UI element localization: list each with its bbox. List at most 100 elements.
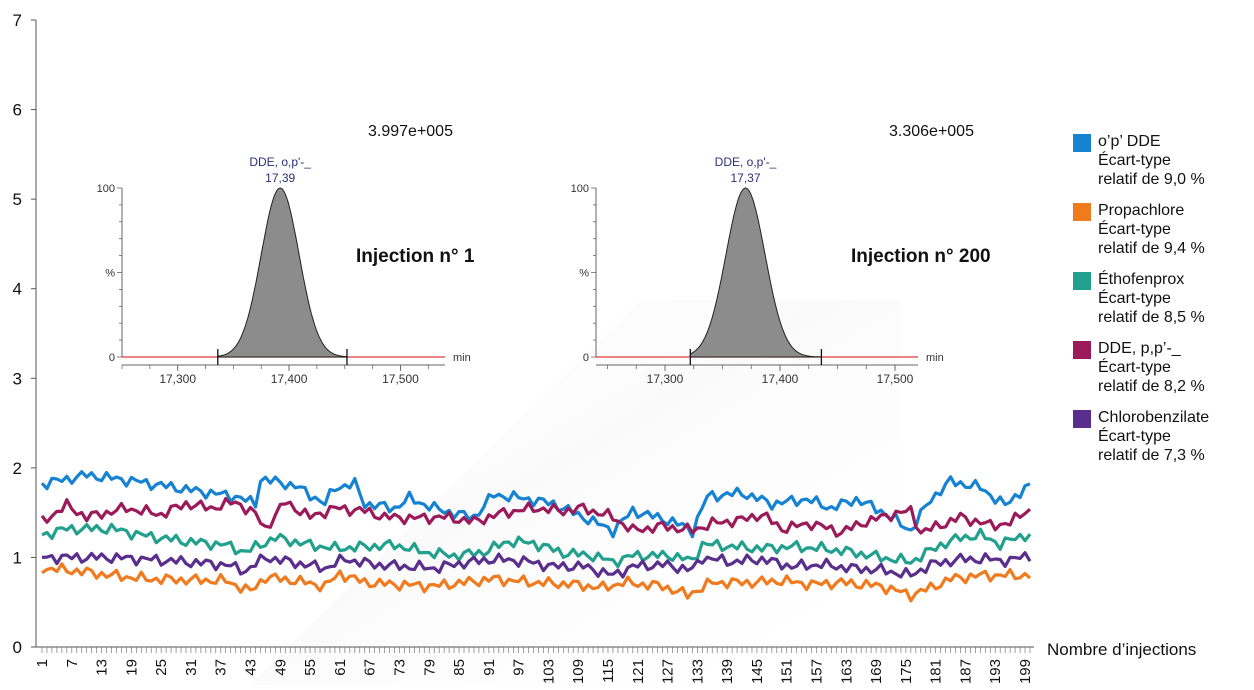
y-tick-label: 5	[13, 190, 22, 209]
x-tick-label: 85	[451, 659, 468, 676]
peak-retention-label: 17,37	[730, 171, 760, 185]
legend-swatch-propachlore	[1073, 203, 1091, 221]
x-tick-label: 103	[540, 659, 557, 684]
x-tick-label: 67	[362, 659, 379, 676]
inset-x-tick-label: 17,400	[271, 372, 308, 386]
legend-rsd-label: relatif de 9,0 %	[1098, 171, 1205, 188]
inset-y-tick-label: %	[579, 268, 589, 280]
x-tick-label: 1	[34, 659, 51, 667]
chromatogram-inset-injection-1: 3.997e+005 DDE, o,p'-_ 17,39 100% 0 17,300 17,…	[97, 123, 475, 386]
chromatogram-peak	[217, 187, 348, 358]
legend-series-name: DDE, p,p’-_	[1098, 340, 1181, 357]
peak-compound-label: DDE, o,p'-_	[715, 155, 777, 169]
x-axis-label: Nombre d’injections	[1047, 640, 1196, 659]
x-tick-label: 121	[630, 659, 647, 684]
x-tick-label: 175	[898, 659, 915, 684]
x-tick-label: 115	[600, 659, 617, 683]
series-line-2	[41, 562, 1032, 603]
intensity-label: 3.997e+005	[368, 123, 453, 140]
x-tick-label: 133	[689, 659, 706, 684]
x-tick-label: 25	[153, 659, 170, 676]
x-tick-label: 13	[94, 659, 111, 676]
x-tick-label: 43	[243, 659, 260, 676]
x-tick-label: 187	[957, 659, 974, 684]
x-tick-label: 97	[511, 659, 528, 676]
x-tick-label: 31	[183, 659, 200, 676]
legend-swatch-chlorobenzilate	[1073, 410, 1091, 428]
inset-y-tick-label: 0	[583, 352, 589, 364]
x-tick-label: 145	[749, 659, 766, 684]
x-tick-label: 139	[719, 659, 736, 684]
inset-y-tick-label: %	[105, 268, 115, 280]
legend-stat-label: Écart-type	[1098, 428, 1171, 445]
legend-item-chlorobenzilate: Chlorobenzilate Écart-type relatif de 7,…	[1073, 408, 1253, 465]
x-tick-label: 157	[809, 659, 826, 684]
x-tick-label: 55	[302, 659, 319, 676]
x-tick-label: 37	[213, 659, 230, 676]
x-tick-label: 61	[332, 659, 349, 676]
inset-y-tick-label: 100	[571, 183, 589, 195]
legend-rsd-label: relatif de 7,3 %	[1098, 447, 1205, 464]
inset-title: Injection n° 200	[851, 246, 991, 267]
legend-item-propachlore: Propachlore Écart-type relatif de 9,4 %	[1073, 201, 1253, 258]
legend-series-name: Propachlore	[1098, 202, 1185, 219]
legend-swatch-ethofenprox	[1073, 272, 1091, 290]
y-tick-label: 2	[13, 459, 22, 478]
series-line-4	[40, 497, 1032, 538]
inset-y-tick-label: 0	[109, 352, 115, 364]
x-tick-label: 73	[391, 659, 408, 676]
x-tick-label: 199	[1017, 659, 1034, 684]
x-tick-label: 91	[481, 659, 498, 676]
legend-rsd-label: relatif de 8,2 %	[1098, 378, 1205, 395]
x-tick-label: 109	[570, 659, 587, 684]
legend-rsd-label: relatif de 9,4 %	[1098, 240, 1205, 257]
peak-retention-label: 17,39	[265, 171, 295, 185]
chromatogram-inset-injection-200: 3.306e+005 DDE, o,p'-_ 17,37 100% 0 17,300 17,…	[571, 123, 991, 386]
main-series-lines	[40, 470, 1032, 603]
inset-x-tick-label: 17,300	[159, 372, 196, 386]
legend-stat-label: Écart-type	[1098, 221, 1171, 238]
legend-rsd-label: relatif de 8,5 %	[1098, 309, 1205, 326]
legend-stat-label: Écart-type	[1098, 359, 1171, 376]
inset-x-tick-label: 17,400	[762, 372, 799, 386]
x-tick-label: 181	[928, 659, 945, 684]
x-tick-label: 193	[987, 659, 1004, 684]
legend-series-name: o’p’ DDE	[1098, 133, 1161, 150]
legend-stat-label: Écart-type	[1098, 290, 1171, 307]
inset-y-tick-label: 100	[97, 183, 115, 195]
x-tick-label: 151	[779, 659, 796, 684]
y-tick-label: 4	[13, 280, 22, 299]
legend-swatch-op-dde	[1073, 134, 1091, 152]
x-tick-label: 49	[272, 659, 289, 676]
inset-x-unit-label: min	[926, 352, 944, 364]
x-tick-label: 169	[868, 659, 885, 684]
inset-title: Injection n° 1	[356, 246, 475, 267]
series-line-5	[41, 551, 1032, 579]
legend-item-op-dde: o’p’ DDE Écart-type relatif de 9,0 %	[1073, 132, 1253, 189]
legend-item-pp-dde: DDE, p,p’-_ Écart-type relatif de 8,2 %	[1073, 339, 1253, 396]
inset-x-unit-label: min	[453, 352, 471, 364]
legend-item-ethofenprox: Éthofenprox Écart-type relatif de 8,5 %	[1073, 270, 1253, 327]
legend-swatch-pp-dde	[1073, 341, 1091, 359]
x-tick-label: 19	[123, 659, 140, 676]
x-tick-label: 127	[660, 659, 677, 684]
y-tick-label: 0	[13, 638, 22, 657]
legend-stat-label: Écart-type	[1098, 152, 1171, 169]
x-tick-label: 163	[838, 659, 855, 684]
inset-x-tick-label: 17,300	[647, 372, 684, 386]
y-tick-label: 3	[13, 369, 22, 388]
peak-compound-label: DDE, o,p'-_	[249, 155, 311, 169]
legend: o’p’ DDE Écart-type relatif de 9,0 % Pro…	[1073, 132, 1253, 477]
y-tick-label: 6	[13, 101, 22, 120]
x-tick-label: 79	[421, 659, 438, 676]
series-line-1	[40, 470, 1031, 539]
x-tick-label: 7	[64, 659, 81, 667]
inset-x-tick-label: 17,500	[877, 372, 914, 386]
legend-series-name: Chlorobenzilate	[1098, 409, 1210, 426]
chromatogram-peak	[689, 187, 822, 358]
inset-x-tick-label: 17,500	[382, 372, 419, 386]
background-decoration	[250, 300, 900, 685]
